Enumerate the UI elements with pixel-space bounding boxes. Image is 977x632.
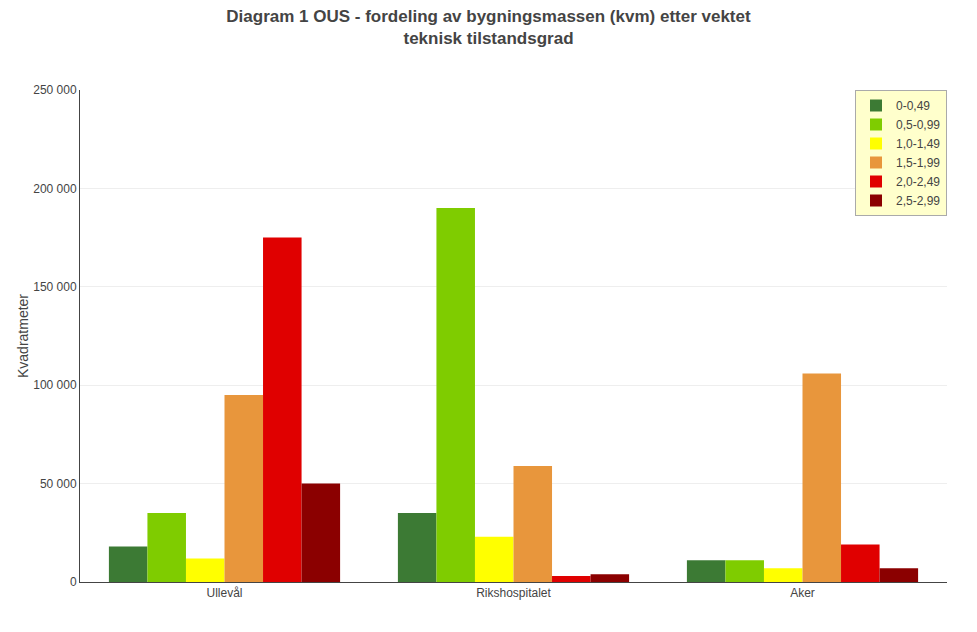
svg-text:200 000: 200 000 (33, 182, 77, 196)
svg-text:0,5-0,99: 0,5-0,99 (896, 118, 940, 132)
svg-text:Ullevål: Ullevål (206, 586, 242, 600)
svg-text:1,5-1,99: 1,5-1,99 (896, 156, 940, 170)
svg-text:50 000: 50 000 (40, 477, 77, 491)
svg-text:0-0,49: 0-0,49 (896, 99, 930, 113)
svg-text:150 000: 150 000 (33, 280, 77, 294)
svg-text:100 000: 100 000 (33, 378, 77, 392)
svg-text:Kvadratmeter: Kvadratmeter (15, 294, 31, 378)
svg-text:Diagram 1 OUS - fordeling av b: Diagram 1 OUS - fordeling av bygningsmas… (226, 7, 751, 48)
svg-text:2,5-2,99: 2,5-2,99 (896, 194, 940, 208)
svg-text:2,0-2,49: 2,0-2,49 (896, 175, 940, 189)
svg-text:250 000: 250 000 (33, 83, 77, 97)
svg-text:Rikshospitalet: Rikshospitalet (476, 586, 551, 600)
svg-text:Aker: Aker (790, 586, 815, 600)
svg-text:0: 0 (70, 575, 77, 589)
svg-text:1,0-1,49: 1,0-1,49 (896, 137, 940, 151)
